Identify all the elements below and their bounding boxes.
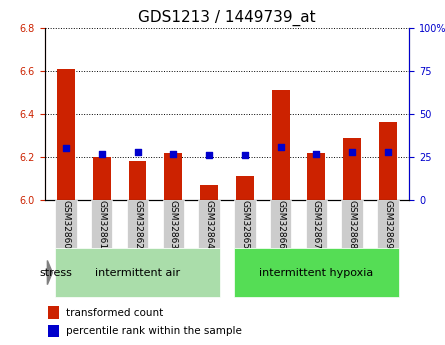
FancyBboxPatch shape	[198, 200, 220, 248]
Bar	[271, 90, 290, 200]
Bar	[57, 69, 75, 200]
FancyBboxPatch shape	[162, 200, 184, 248]
Text: GSM32866: GSM32866	[276, 200, 285, 249]
Text: GSM32861: GSM32861	[97, 200, 106, 249]
FancyBboxPatch shape	[270, 200, 291, 248]
FancyBboxPatch shape	[55, 248, 220, 297]
FancyBboxPatch shape	[91, 200, 113, 248]
Point	[313, 151, 320, 156]
Text: GSM32862: GSM32862	[133, 200, 142, 249]
Text: GSM32865: GSM32865	[240, 200, 249, 249]
Text: GSM32863: GSM32863	[169, 200, 178, 249]
Bar	[307, 152, 325, 200]
Text: percentile rank within the sample: percentile rank within the sample	[66, 326, 242, 336]
Point	[348, 149, 356, 155]
Bar	[129, 161, 146, 200]
Text: transformed count: transformed count	[66, 308, 164, 317]
Point	[277, 144, 284, 149]
FancyBboxPatch shape	[127, 200, 148, 248]
Point	[98, 151, 105, 156]
Point	[134, 149, 141, 155]
Text: GSM32868: GSM32868	[348, 200, 356, 249]
Bar	[93, 157, 111, 200]
Point	[206, 152, 213, 158]
Bar	[236, 176, 254, 200]
Text: GSM32869: GSM32869	[384, 200, 392, 249]
Text: GSM32864: GSM32864	[205, 200, 214, 249]
Point	[384, 149, 392, 155]
Bar	[164, 152, 182, 200]
FancyBboxPatch shape	[234, 200, 255, 248]
Bar	[379, 122, 397, 200]
Text: intermittent hypoxia: intermittent hypoxia	[259, 268, 373, 277]
Text: GSM32860: GSM32860	[61, 200, 70, 249]
FancyBboxPatch shape	[55, 200, 77, 248]
Point	[241, 152, 248, 158]
FancyBboxPatch shape	[341, 200, 363, 248]
Bar	[343, 138, 361, 200]
Bar	[48, 325, 59, 337]
Text: stress: stress	[39, 268, 72, 277]
Polygon shape	[47, 260, 53, 285]
FancyBboxPatch shape	[234, 248, 399, 297]
FancyBboxPatch shape	[377, 200, 399, 248]
Point	[170, 151, 177, 156]
Title: GDS1213 / 1449739_at: GDS1213 / 1449739_at	[138, 10, 316, 26]
Bar	[200, 185, 218, 200]
Point	[62, 146, 69, 151]
FancyBboxPatch shape	[306, 200, 327, 248]
Bar	[48, 306, 59, 319]
Text: intermittent air: intermittent air	[95, 268, 180, 277]
Text: GSM32867: GSM32867	[312, 200, 321, 249]
